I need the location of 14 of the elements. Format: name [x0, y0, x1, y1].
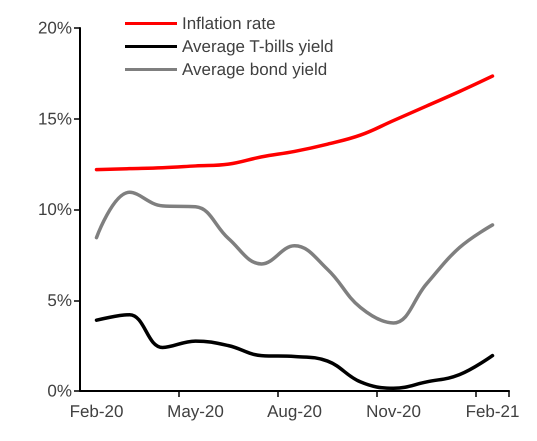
- y-tick-label: 15%: [38, 109, 72, 128]
- y-tick-label: 10%: [38, 200, 72, 219]
- y-tick-label: 20%: [38, 18, 72, 38]
- y-tick-label: 0%: [47, 382, 72, 400]
- legend-label: Average T-bills yield: [182, 37, 334, 56]
- x-tick-label: May-20: [167, 402, 224, 421]
- legend-label: Average bond yield: [182, 60, 328, 79]
- x-tick-label: Nov-20: [366, 402, 421, 421]
- y-tick-label: 5%: [47, 290, 72, 310]
- x-tick-label: Aug-20: [267, 402, 322, 421]
- x-tick-label: Feb-21: [466, 402, 520, 421]
- line-series: [94, 190, 494, 325]
- x-tick-label: Feb-20: [70, 402, 124, 421]
- legend-label: Inflation rate: [182, 14, 276, 33]
